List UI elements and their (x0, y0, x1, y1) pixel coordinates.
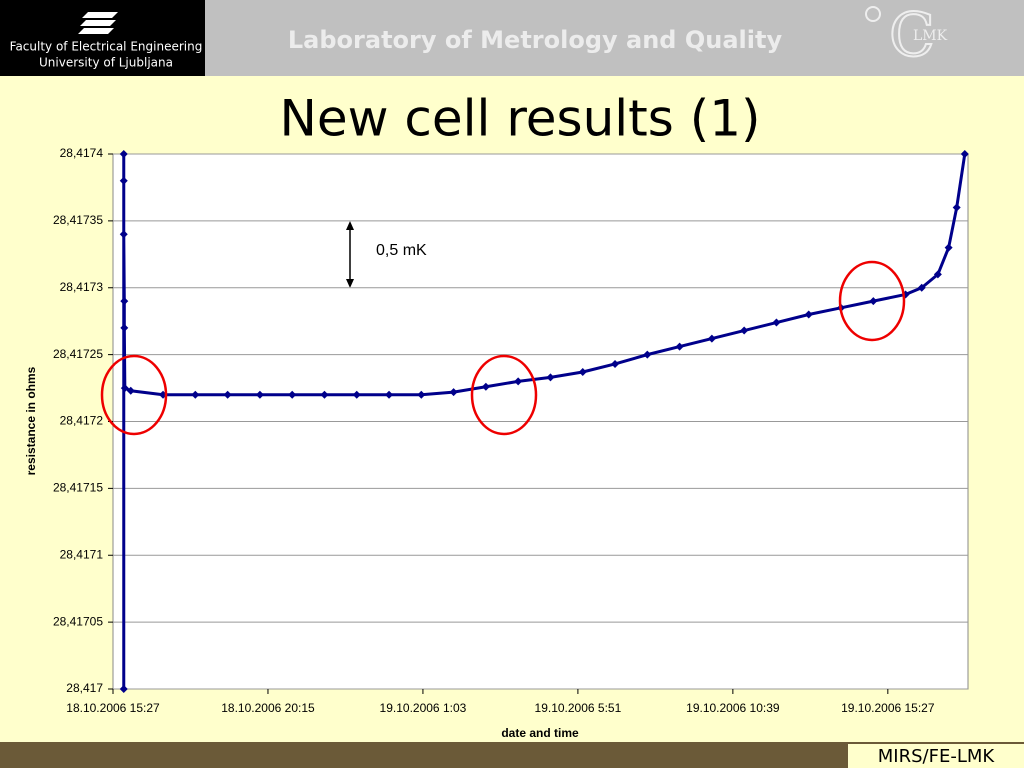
x-tick-label: 19.10.2006 5:51 (535, 701, 622, 715)
data-point (578, 368, 587, 377)
y-tick-label: 28,417 (66, 681, 103, 695)
data-point (126, 386, 135, 395)
data-point (546, 373, 555, 382)
annotation: 0,5 mK (376, 242, 427, 259)
data-point (740, 326, 749, 335)
data-point (120, 297, 129, 306)
data-point (944, 243, 953, 252)
x-tick-label: 19.10.2006 15:27 (841, 701, 935, 715)
data-point (933, 270, 942, 279)
data-point (772, 318, 781, 327)
logo-degree (865, 6, 881, 22)
data-point (320, 390, 329, 399)
x-tick-label: 19.10.2006 1:03 (380, 701, 467, 715)
data-point (119, 176, 128, 185)
data-point (611, 359, 620, 368)
highlight-circles (100, 260, 906, 436)
data-point (643, 350, 652, 359)
footer-text: MIRS/FE-LMK (878, 746, 996, 767)
y-tick-label: 28,4172 (60, 414, 104, 428)
y-tick-label: 28,41715 (53, 481, 103, 495)
data-point (804, 310, 813, 319)
data-point (119, 150, 128, 158)
faculty-logo (78, 12, 118, 34)
x-tick-label: 18.10.2006 15:27 (66, 701, 160, 715)
y-tick-label: 28,4171 (60, 547, 104, 561)
y-tick-label: 28,41725 (53, 347, 103, 361)
logo-c: C (889, 1, 935, 71)
y-tick-label: 28,4173 (60, 280, 104, 294)
x-tick-label: 18.10.2006 20:15 (221, 701, 315, 715)
data-point (707, 334, 716, 343)
lab-name: Laboratory of Metrology and Quality (288, 26, 783, 54)
data-point (675, 342, 684, 351)
data-point (417, 390, 426, 399)
slide-title: New cell results (1) (279, 90, 760, 148)
data-point (917, 283, 926, 292)
data-point (120, 384, 129, 393)
data-point (223, 390, 232, 399)
faculty-name: Faculty of Electrical Engineering (10, 40, 203, 54)
data-point (960, 150, 969, 158)
data-point (288, 390, 297, 399)
data-point (119, 685, 128, 693)
data-point (191, 390, 200, 399)
data-point (869, 297, 878, 306)
university-name: University of Ljubljana (39, 56, 173, 70)
data-point (119, 230, 128, 239)
y-tick-label: 28,41735 (53, 213, 103, 227)
data-point (449, 388, 458, 397)
y-tick-label: 28,41705 (53, 614, 103, 628)
data-point (514, 377, 523, 386)
data-point (255, 390, 264, 399)
y-tick-label: 28,4174 (60, 146, 104, 160)
scale-arrow (346, 221, 354, 288)
data-point (385, 390, 394, 399)
logo-text: LMK (913, 28, 948, 44)
data-point (120, 323, 129, 332)
data-point (952, 203, 961, 212)
footer-box (848, 744, 1024, 768)
x-tick-label: 19.10.2006 10:39 (686, 701, 780, 715)
y-axis-label: resistance in ohms (24, 366, 38, 475)
x-axis-label: date and time (501, 726, 579, 740)
data-point (352, 390, 361, 399)
data-point (481, 382, 490, 391)
